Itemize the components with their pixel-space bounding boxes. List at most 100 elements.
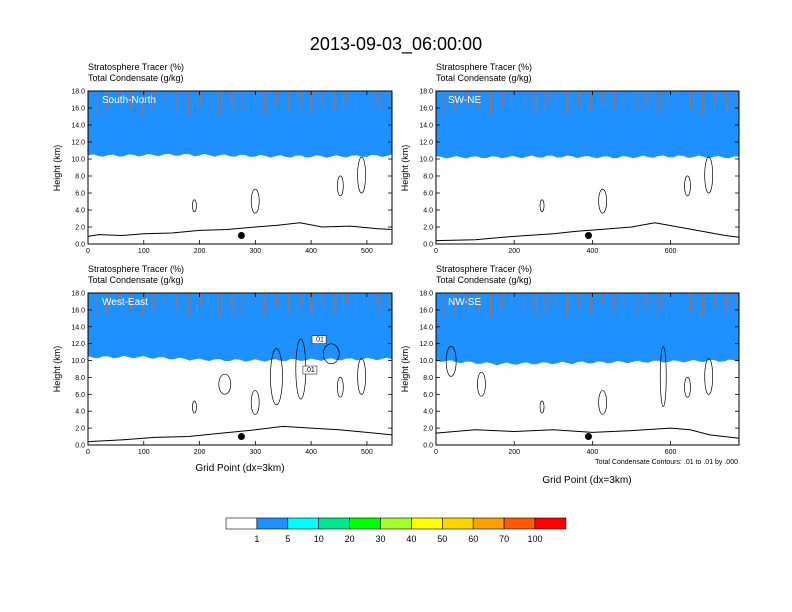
tracer-patch bbox=[686, 133, 710, 153]
y-axis-title: Height (km) bbox=[52, 346, 62, 393]
panel-west-east: Stratosphere Tracer (%) Total Condensate… bbox=[52, 264, 393, 474]
y-axis-title: Height (km) bbox=[400, 145, 410, 192]
condensate-contour bbox=[704, 358, 714, 395]
y-tick-label: 12.0 bbox=[419, 341, 433, 348]
subtitle-tracer: Stratosphere Tracer (%) bbox=[436, 264, 532, 274]
panel-label: SW-NE bbox=[448, 95, 481, 106]
tracer-patch bbox=[255, 130, 340, 137]
panel-south-north: Stratosphere Tracer (%) Total Condensate… bbox=[52, 62, 393, 255]
condensate-contour bbox=[192, 400, 197, 414]
colorbar-swatch bbox=[472, 517, 505, 530]
y-tick-label: 6.0 bbox=[423, 191, 433, 198]
y-tick-label: 10.0 bbox=[419, 358, 433, 365]
y-tick-label: 14.0 bbox=[71, 324, 85, 331]
colorbar-swatch bbox=[503, 517, 536, 530]
contour-label: .01 bbox=[305, 367, 315, 374]
tracer-band-1 bbox=[88, 293, 392, 362]
condensate-contour bbox=[598, 188, 608, 214]
plot-frame bbox=[87, 292, 393, 446]
contour-label: .01 bbox=[314, 337, 324, 344]
condensate-contour bbox=[322, 343, 340, 365]
tracer-patch bbox=[221, 333, 312, 357]
subtitle-tracer: Stratosphere Tracer (%) bbox=[88, 264, 184, 274]
colorbar-swatch bbox=[534, 517, 567, 530]
condensate-contour bbox=[539, 199, 545, 213]
colorbar-label: 60 bbox=[468, 534, 478, 544]
x-tick-label: 600 bbox=[665, 248, 677, 255]
tracer-patch bbox=[568, 131, 640, 147]
x-axis-title: Grid Point (dx=3km) bbox=[195, 463, 284, 474]
plot-content bbox=[436, 293, 739, 445]
y-tick-label: 0.0 bbox=[75, 443, 85, 450]
x-tick-label: 300 bbox=[249, 248, 261, 255]
colorbar-label: 5 bbox=[285, 534, 290, 544]
condensate-contour bbox=[539, 400, 545, 414]
condensate-contour bbox=[218, 373, 232, 395]
colorbar-label: 20 bbox=[345, 534, 355, 544]
x-tick-label: 200 bbox=[508, 248, 520, 255]
colorbar: 1 5 10 20 30 40 50 60 70 100 bbox=[225, 517, 567, 544]
panel-label: NW-SE bbox=[448, 297, 481, 308]
condensate-contour bbox=[270, 348, 283, 405]
plot-content bbox=[436, 91, 739, 244]
colorbar-swatch bbox=[441, 517, 474, 530]
plot-frame bbox=[435, 292, 740, 446]
plot-content bbox=[88, 91, 392, 244]
y-tick-label: 4.0 bbox=[75, 409, 85, 416]
x-tick-label: 100 bbox=[138, 248, 150, 255]
x-tick-label: 600 bbox=[665, 449, 677, 456]
x-tick-label: 500 bbox=[361, 248, 373, 255]
y-tick-label: 10.0 bbox=[71, 157, 85, 164]
condensate-contour bbox=[336, 175, 344, 197]
y-tick-label: 10.0 bbox=[71, 358, 85, 365]
y-tick-label: 2.0 bbox=[423, 426, 433, 433]
contour-label-box bbox=[311, 335, 327, 344]
y-tick-label: 8.0 bbox=[75, 375, 85, 382]
x-tick-label: 400 bbox=[587, 449, 599, 456]
subtitle-tracer: Stratosphere Tracer (%) bbox=[436, 62, 532, 72]
x-tick-label: 500 bbox=[361, 449, 373, 456]
location-marker bbox=[237, 433, 245, 441]
y-tick-label: 10.0 bbox=[419, 157, 433, 164]
y-tick-label: 14.0 bbox=[419, 324, 433, 331]
contour-note: Total Condensate Contours: .01 to .01 by… bbox=[595, 459, 738, 466]
colorbar-label: 50 bbox=[437, 534, 447, 544]
condensate-contour bbox=[357, 156, 366, 194]
colorbar-swatch bbox=[225, 517, 258, 530]
subtitle-condensate: Total Condensate (g/kg) bbox=[436, 73, 532, 83]
tracer-band-1 bbox=[436, 293, 739, 366]
y-tick-label: 0.0 bbox=[423, 443, 433, 450]
y-tick-label: 8.0 bbox=[423, 174, 433, 181]
subtitle-condensate: Total Condensate (g/kg) bbox=[88, 73, 184, 83]
panel-sw-ne: Stratosphere Tracer (%) Total Condensate… bbox=[400, 62, 740, 255]
y-tick-label: 18.0 bbox=[419, 89, 433, 96]
subtitle-condensate: Total Condensate (g/kg) bbox=[436, 275, 532, 285]
y-tick-label: 16.0 bbox=[71, 307, 85, 314]
y-tick-label: 4.0 bbox=[423, 409, 433, 416]
plot-area: 0.0 2.0 4.0 6.0 8.0 10.0 12.0 14.0 16.0 18.0 0 100 2… bbox=[71, 89, 393, 255]
x-axis-title: Grid Point (dx=3km) bbox=[542, 475, 631, 486]
y-tick-label: 4.0 bbox=[423, 208, 433, 215]
y-tick-label: 18.0 bbox=[71, 89, 85, 96]
plot-frame bbox=[435, 90, 740, 245]
y-tick-label: 2.0 bbox=[423, 225, 433, 232]
y-tick-label: 2.0 bbox=[75, 426, 85, 433]
panel-label: West-East bbox=[102, 297, 148, 308]
colorbar-swatch bbox=[411, 517, 443, 530]
y-tick-label: 12.0 bbox=[71, 140, 85, 147]
y-tick-label: 6.0 bbox=[75, 191, 85, 198]
colorbar-swatch bbox=[318, 517, 350, 530]
plot-frame bbox=[87, 90, 393, 245]
colorbar-label: 10 bbox=[314, 534, 324, 544]
y-tick-label: 14.0 bbox=[71, 123, 85, 130]
panel-label: South-North bbox=[102, 95, 156, 106]
condensate-contour bbox=[704, 156, 714, 194]
colorbar-label: 100 bbox=[527, 534, 542, 544]
y-tick-label: 0.0 bbox=[423, 242, 433, 249]
location-marker bbox=[584, 433, 592, 441]
y-tick-label: 2.0 bbox=[75, 225, 85, 232]
y-tick-label: 12.0 bbox=[419, 140, 433, 147]
plot-area: 0.0 2.0 4.0 6.0 8.0 10.0 12.0 14.0 16.0 18.0 0 200 4… bbox=[419, 291, 740, 456]
location-marker bbox=[237, 232, 245, 239]
